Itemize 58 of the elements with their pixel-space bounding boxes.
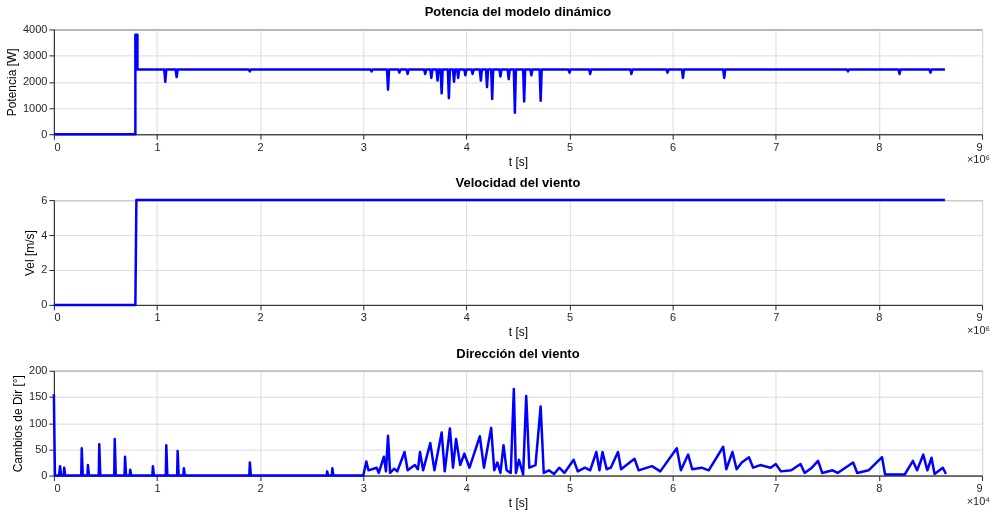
chart-title: Dirección del viento [456,345,580,361]
y-tick-label: 1000 [23,101,48,114]
y-tick-label: 50 [35,442,48,455]
text: ×10⁴ [966,494,991,507]
x-tick-label: 6 [670,311,677,324]
x-tick-label: 4 [463,482,470,495]
x-tick-label: 1 [154,482,161,495]
x-tick-label: 3 [360,140,367,153]
y-tick-label: 0 [41,127,48,140]
x-tick-label: 7 [773,311,780,324]
x-axis-title: t [s] [508,325,529,340]
y-tick-label: 2000 [23,75,48,88]
x-tick-label: 2 [257,482,264,495]
y-axis-title: Cambios de Dir [°] [11,375,26,473]
x-tick-label: 9 [976,311,983,324]
x-tick-label: 8 [876,311,883,324]
x-tick-label: 0 [54,482,61,495]
x-tick-label: 6 [670,140,677,153]
x-tick-label: 5 [566,482,574,495]
x-tick-label: 3 [360,311,367,324]
x-tick-label: 1 [154,140,161,153]
x-axis-title: t [s] [508,496,529,510]
x-tick-label: 8 [876,482,883,495]
y-tick-label: 2 [41,263,48,276]
x-tick-label: 2 [257,311,264,324]
text: ×10⁶ [966,323,991,336]
x-tick-label: 7 [773,482,780,495]
x-tick-label: 2 [257,140,264,153]
y-tick-label: 4000 [23,22,48,35]
x-tick-label: 0 [54,311,61,324]
text: ×10⁶ [966,153,991,166]
line-series [52,33,947,136]
y-tick-label: 4 [41,228,48,241]
y-axis-title: Vel [m/s] [23,230,38,276]
x-tick-label: 4 [463,311,470,324]
line-series [52,387,948,477]
x-tick-label: 6 [670,482,677,495]
x-tick-label: 3 [360,482,367,495]
y-axis-title: Potencia [W] [5,48,19,117]
x-tick-label: 5 [566,140,574,153]
y-tick-label: 200 [29,364,48,377]
chart-title: Velocidad del viento [455,175,581,191]
chart-title: Potencia del modelo dinámico [424,4,612,20]
y-tick-label: 6 [41,193,48,206]
x-tick-label: 0 [54,140,61,153]
x-tick-label: 9 [976,140,983,153]
x-tick-label: 9 [976,482,983,495]
x-tick-label: 7 [773,140,780,153]
y-tick-label: 0 [41,469,48,482]
y-tick-label: 150 [29,390,48,403]
x-tick-label: 8 [876,140,883,153]
y-tick-label: 100 [29,416,48,429]
x-tick-label: 5 [566,311,574,324]
x-tick-label: 1 [154,311,161,324]
x-tick-label: 4 [463,140,470,153]
x-axis-title: t [s] [508,154,529,169]
y-tick-label: 0 [41,298,48,311]
y-tick-label: 3000 [23,49,48,62]
